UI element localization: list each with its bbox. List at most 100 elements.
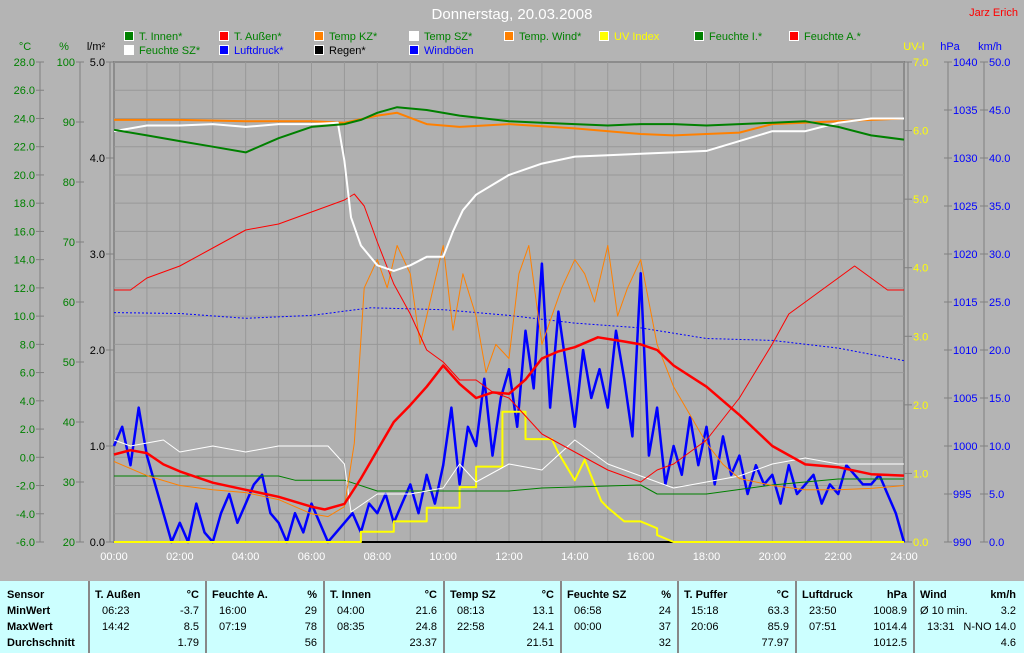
- y-tick-label-rain: 0.0: [90, 537, 105, 549]
- y-tick-label-temp: 10.0: [14, 311, 35, 323]
- cell-value: 29: [304, 605, 317, 617]
- y-tick-label-press: 1005: [953, 393, 977, 405]
- y-tick-label-press: 1035: [953, 105, 977, 117]
- cell-value: 32: [658, 637, 671, 649]
- axis-unit-wind: km/h: [978, 41, 1002, 53]
- y-tick-label-press: 990: [953, 537, 971, 549]
- y-tick-label-press: 1010: [953, 345, 977, 357]
- y-tick-label-uv: 6.0: [913, 126, 928, 138]
- author-label: Jarz Erich: [969, 7, 1018, 19]
- y-tick-label-temp: 20.0: [14, 170, 35, 182]
- cell-time: 06:58: [574, 605, 602, 617]
- cell-time: 04:00: [337, 605, 365, 617]
- legend-swatch: [599, 31, 609, 41]
- legend-swatch: [694, 31, 704, 41]
- legend-label: T. Außen*: [234, 31, 282, 43]
- y-tick-label-wind: 45.0: [989, 105, 1010, 117]
- y-tick-label-hum: 20: [63, 537, 75, 549]
- y-tick-label-temp: 28.0: [14, 57, 35, 69]
- column-divider: [560, 581, 562, 653]
- legend-swatch: [314, 31, 324, 41]
- series-t-außen: [113, 336, 905, 511]
- legend-item: Feuchte SZ*: [124, 45, 200, 57]
- legend-label: T. Innen*: [139, 31, 183, 43]
- series-t-innen: [113, 106, 905, 154]
- column-unit: hPa: [886, 589, 907, 601]
- y-tick-label-temp: 18.0: [14, 198, 35, 210]
- y-tick-label-hum: 100: [57, 57, 75, 69]
- y-tick-label-press: 1040: [953, 57, 977, 69]
- y-tick-label-temp: 6.0: [20, 368, 35, 380]
- cell-time: Ø 10 min.: [920, 605, 968, 617]
- y-tick-label-wind: 10.0: [989, 441, 1010, 453]
- legend-item: Temp. Wind*: [504, 31, 581, 43]
- cell-value: 21.51: [526, 637, 554, 649]
- column-header: Sensor: [7, 589, 45, 601]
- series-luftdruck: [113, 307, 905, 362]
- x-tick-label: 10:00: [429, 551, 457, 563]
- cell-time: 08:13: [457, 605, 485, 617]
- y-tick-label-wind: 0.0: [989, 537, 1004, 549]
- column-unit: km/h: [990, 589, 1016, 601]
- legend-item: Windböen: [409, 45, 474, 57]
- x-tick-label: 00:00: [100, 551, 128, 563]
- y-tick-label-uv: 7.0: [913, 57, 928, 69]
- y-tick-label-hum: 40: [63, 417, 75, 429]
- y-tick-label-hum: 60: [63, 297, 75, 309]
- y-tick-label-wind: 5.0: [989, 489, 1004, 501]
- y-tick-label-uv: 3.0: [913, 331, 928, 343]
- legend-label: Temp KZ*: [329, 31, 378, 43]
- y-tick-label-wind: 25.0: [989, 297, 1010, 309]
- x-tick-label: 06:00: [298, 551, 326, 563]
- column-divider: [913, 581, 915, 653]
- legend-label: Windböen: [424, 45, 474, 57]
- legend-item: T. Außen*: [219, 31, 282, 43]
- legend-swatch: [124, 45, 134, 55]
- x-tick-label: 18:00: [693, 551, 721, 563]
- y-tick-label-press: 1020: [953, 249, 977, 261]
- legend-label: Feuchte I.*: [709, 31, 763, 43]
- column-header: Feuchte SZ: [567, 589, 627, 601]
- series-uv-index: [114, 410, 904, 543]
- cell-time: 14:42: [102, 621, 130, 633]
- legend-label: Temp SZ*: [424, 31, 473, 43]
- legend-label: Regen*: [329, 45, 366, 57]
- column-divider: [205, 581, 207, 653]
- y-tick-label-press: 1000: [953, 441, 977, 453]
- y-tick-label-wind: 15.0: [989, 393, 1010, 405]
- column-header: Wind: [920, 589, 947, 601]
- x-tick-label: 14:00: [561, 551, 589, 563]
- cell-value: 37: [658, 621, 671, 633]
- column-divider: [323, 581, 325, 653]
- y-tick-label-wind: 50.0: [989, 57, 1010, 69]
- y-tick-label-temp: -6.0: [16, 537, 35, 549]
- cell-value: -3.7: [180, 605, 199, 617]
- legend-swatch: [504, 31, 514, 41]
- legend-swatch: [409, 31, 419, 41]
- cell-value: 1008.9: [873, 605, 907, 617]
- x-tick-label: 24:00: [890, 551, 918, 563]
- axis-unit-temp: °C: [19, 41, 31, 53]
- legend-swatch: [409, 45, 419, 55]
- y-tick-label-temp: 26.0: [14, 85, 35, 97]
- legend-item: T. Innen*: [124, 31, 182, 43]
- cell-time: 13:31: [927, 621, 955, 633]
- y-tick-label-press: 995: [953, 489, 971, 501]
- weather-chart: 00:00 02:00 04:00 06:00 08:00 10:00 12:00 14:00…: [14, 41, 1011, 563]
- cell-value: 85.9: [767, 621, 789, 633]
- y-tick-label-temp: 4.0: [20, 396, 35, 408]
- cell-value: 4.6: [1000, 637, 1016, 649]
- cell-value: 3.2: [1000, 605, 1016, 617]
- cell-value: 77.97: [761, 637, 789, 649]
- series-temp-wind: [113, 245, 905, 518]
- y-tick-label-temp: -2.0: [16, 481, 35, 493]
- legend-swatch: [314, 45, 324, 55]
- x-tick-label: 08:00: [364, 551, 392, 563]
- column-unit: °C: [186, 589, 199, 601]
- column-divider: [88, 581, 90, 653]
- column-unit: °C: [541, 589, 554, 601]
- y-tick-label-rain: 5.0: [90, 57, 105, 69]
- y-tick-label-rain: 2.0: [90, 345, 105, 357]
- y-tick-label-hum: 90: [63, 117, 75, 129]
- series-windböen: [112, 262, 906, 544]
